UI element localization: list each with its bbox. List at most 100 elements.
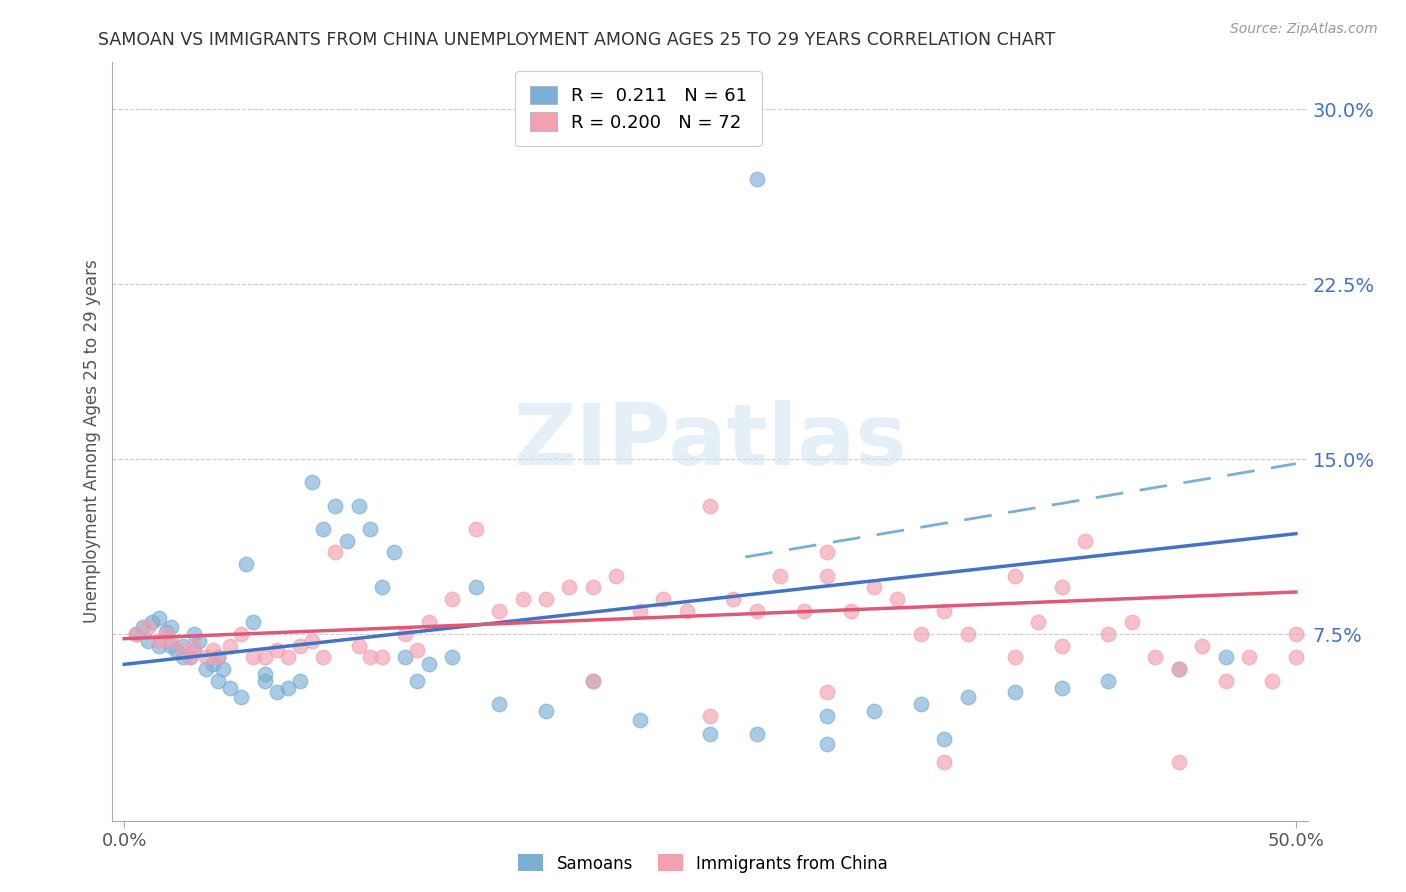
Point <box>125 627 148 641</box>
Point <box>815 545 838 559</box>
Point <box>359 522 381 536</box>
Point <box>183 627 205 641</box>
Point <box>745 172 768 186</box>
Text: ZIPatlas: ZIPatlas <box>513 400 907 483</box>
Point <box>371 580 394 594</box>
Text: SAMOAN VS IMMIGRANTS FROM CHINA UNEMPLOYMENT AMONG AGES 25 TO 29 YEARS CORRELATI: SAMOAN VS IMMIGRANTS FROM CHINA UNEMPLOY… <box>98 31 1056 49</box>
Point <box>1050 681 1073 695</box>
Point <box>488 697 510 711</box>
Point <box>382 545 405 559</box>
Point <box>675 604 697 618</box>
Point <box>1261 673 1284 688</box>
Point <box>582 580 605 594</box>
Point <box>207 650 229 665</box>
Point <box>235 557 257 571</box>
Point <box>301 475 323 490</box>
Point <box>1097 627 1119 641</box>
Point <box>207 650 229 665</box>
Point <box>1167 662 1189 676</box>
Point <box>534 704 557 718</box>
Point <box>1121 615 1143 630</box>
Point <box>242 615 264 630</box>
Point <box>1167 756 1189 770</box>
Point <box>652 592 675 607</box>
Point <box>347 499 370 513</box>
Point <box>323 499 346 513</box>
Text: Source: ZipAtlas.com: Source: ZipAtlas.com <box>1230 22 1378 37</box>
Point <box>464 580 486 594</box>
Point <box>301 634 323 648</box>
Point <box>1215 673 1237 688</box>
Point <box>815 737 838 751</box>
Point <box>464 522 486 536</box>
Point <box>863 580 886 594</box>
Point <box>288 673 311 688</box>
Point <box>699 499 721 513</box>
Point <box>394 627 416 641</box>
Point <box>699 708 721 723</box>
Point <box>148 610 170 624</box>
Y-axis label: Unemployment Among Ages 25 to 29 years: Unemployment Among Ages 25 to 29 years <box>83 260 101 624</box>
Point <box>394 650 416 665</box>
Point <box>886 592 908 607</box>
Point <box>371 650 394 665</box>
Point <box>266 685 288 699</box>
Point <box>202 657 225 672</box>
Point <box>1050 580 1073 594</box>
Point <box>312 650 335 665</box>
Point <box>172 650 194 665</box>
Point <box>136 620 159 634</box>
Point <box>418 615 440 630</box>
Point <box>1237 650 1260 665</box>
Point <box>934 731 956 746</box>
Point <box>628 604 651 618</box>
Point <box>165 643 187 657</box>
Point <box>956 627 979 641</box>
Legend: Samoans, Immigrants from China: Samoans, Immigrants from China <box>512 847 894 880</box>
Point <box>815 568 838 582</box>
Point <box>723 592 745 607</box>
Point <box>211 662 233 676</box>
Point <box>231 627 253 641</box>
Point <box>1074 533 1097 548</box>
Point <box>745 604 768 618</box>
Legend: R =  0.211   N = 61, R = 0.200   N = 72: R = 0.211 N = 61, R = 0.200 N = 72 <box>515 71 762 146</box>
Point <box>160 620 183 634</box>
Point <box>179 650 201 665</box>
Point <box>218 681 240 695</box>
Point <box>1285 627 1308 641</box>
Point <box>160 634 183 648</box>
Point <box>148 639 170 653</box>
Point <box>160 639 183 653</box>
Point <box>699 727 721 741</box>
Point <box>406 643 429 657</box>
Point <box>418 657 440 672</box>
Point <box>863 704 886 718</box>
Point <box>1144 650 1167 665</box>
Point <box>910 627 932 641</box>
Point <box>242 650 264 665</box>
Point <box>253 666 276 681</box>
Point <box>628 714 651 728</box>
Point <box>441 592 464 607</box>
Point <box>441 650 464 665</box>
Point <box>148 634 170 648</box>
Point <box>1191 639 1213 653</box>
Point <box>266 643 288 657</box>
Point <box>582 673 605 688</box>
Point <box>312 522 335 536</box>
Point <box>336 533 359 548</box>
Point <box>1167 662 1189 676</box>
Point <box>956 690 979 704</box>
Point <box>172 639 194 653</box>
Point <box>406 673 429 688</box>
Point <box>934 756 956 770</box>
Point <box>141 615 163 630</box>
Point <box>231 690 253 704</box>
Point <box>195 662 218 676</box>
Point <box>605 568 627 582</box>
Point <box>488 604 510 618</box>
Point <box>1215 650 1237 665</box>
Point <box>347 639 370 653</box>
Point <box>910 697 932 711</box>
